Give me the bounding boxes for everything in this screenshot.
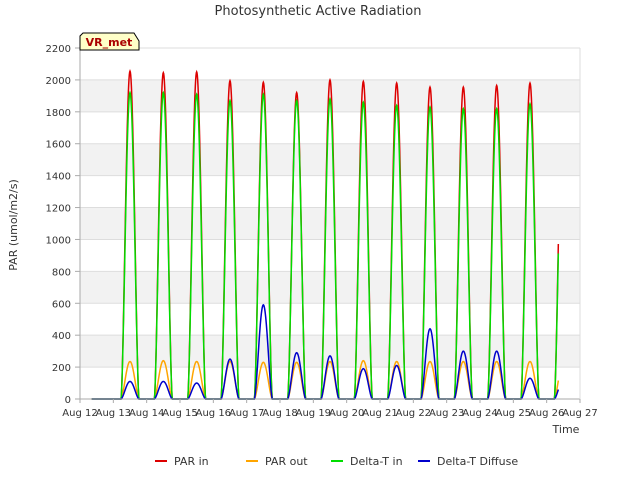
grid-band <box>80 143 580 176</box>
legend-label: Delta-T in <box>350 455 403 468</box>
x-tick-label: Aug 25 <box>496 408 531 419</box>
legend: PAR in PAR out Delta-T in Delta-T Diffuse <box>155 455 518 468</box>
x-tick-label: Aug 15 <box>162 408 197 419</box>
site-label: VR_met <box>86 36 133 49</box>
y-tick-label: 2200 <box>46 44 71 55</box>
grid-bands <box>80 79 580 368</box>
x-tick-label: Aug 17 <box>229 408 264 419</box>
x-tick-label: Aug 19 <box>296 408 331 419</box>
x-tick-label: Aug 13 <box>96 408 131 419</box>
x-tick-label: Aug 12 <box>62 408 97 419</box>
y-tick-label: 1400 <box>46 172 71 183</box>
y-tick-label: 200 <box>52 363 71 374</box>
x-tick-label: Aug 21 <box>362 408 397 419</box>
y-tick-label: 1800 <box>46 108 71 119</box>
y-tick-label: 1000 <box>46 235 71 246</box>
x-tick-label: Aug 20 <box>329 408 364 419</box>
x-tick-label: Aug 18 <box>262 408 297 419</box>
y-tick-label: 1600 <box>46 140 71 151</box>
x-tick-label: Aug 27 <box>562 408 597 419</box>
x-tick-label: Aug 16 <box>196 408 231 419</box>
x-tick-label: Aug 24 <box>462 408 497 419</box>
y-tick-label: 1200 <box>46 204 71 215</box>
grid-band <box>80 79 580 112</box>
legend-label: PAR in <box>174 455 209 468</box>
y-tick-label: 800 <box>52 267 71 278</box>
grid-band <box>80 207 580 240</box>
x-tick-label: Aug 23 <box>429 408 464 419</box>
y-ticks: 0 200 400 600 800 1000 1200 1400 1600 1800 2000 220… <box>46 44 80 406</box>
y-axis-label: PAR (umol/m2/s) <box>7 179 20 271</box>
site-label-box: VR_met <box>79 32 140 51</box>
x-tick-label: Aug 14 <box>129 408 164 419</box>
x-axis-label: Time <box>552 423 580 436</box>
x-tick-label: Aug 22 <box>396 408 431 419</box>
y-tick-label: 400 <box>52 331 71 342</box>
chart-title: Photosynthetic Active Radiation <box>215 4 422 19</box>
legend-label: Delta-T Diffuse <box>437 455 518 468</box>
x-tick-label: Aug 26 <box>529 408 564 419</box>
legend-label: PAR out <box>265 455 308 468</box>
axes <box>79 48 581 400</box>
y-tick-label: 2000 <box>46 76 71 87</box>
grid-band <box>80 271 580 304</box>
y-tick-label: 600 <box>52 299 71 310</box>
y-tick-label: 0 <box>65 395 71 406</box>
